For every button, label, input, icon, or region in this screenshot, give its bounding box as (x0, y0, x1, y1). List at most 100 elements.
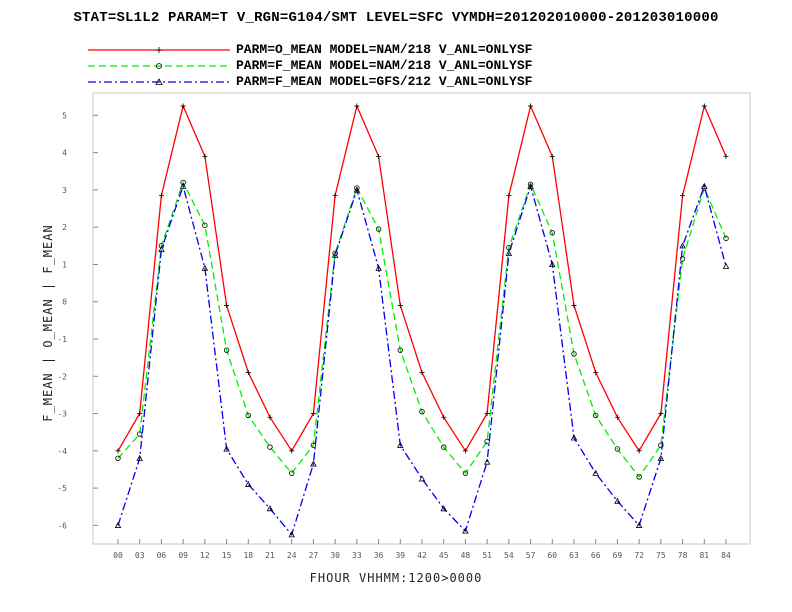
legend-label-2: PARM=F_MEAN MODEL=NAM/218 V_ANL=ONLYSF (236, 58, 533, 73)
data-point-series-3 (418, 475, 426, 482)
x-tick-label: 39 (395, 551, 405, 560)
data-point-series-1 (158, 193, 164, 198)
data-point-series-2 (245, 412, 251, 419)
y-tick-label: -4 (57, 447, 67, 456)
x-tick-label: 60 (547, 551, 557, 560)
data-point-series-1 (680, 193, 686, 198)
data-point-series-2 (419, 408, 425, 415)
x-tick-label: 72 (634, 551, 644, 560)
x-tick-label: 27 (309, 551, 319, 560)
data-point-series-1 (658, 411, 664, 417)
data-point-series-2 (397, 347, 403, 353)
data-point-series-3 (331, 251, 339, 258)
y-tick-label: -5 (57, 484, 67, 493)
data-point-series-2 (614, 446, 621, 452)
x-tick-label: 69 (613, 551, 623, 560)
data-point-series-2 (115, 455, 121, 461)
x-tick-label: 24 (287, 551, 297, 560)
data-point-series-3 (223, 445, 230, 452)
y-tick-label: -6 (57, 521, 67, 530)
data-point-series-1 (528, 103, 534, 109)
legend-swatch-2 (88, 63, 230, 69)
data-point-series-2 (180, 179, 186, 186)
data-point-series-3 (570, 434, 578, 441)
data-point-series-2 (289, 470, 295, 476)
data-point-series-3 (440, 505, 447, 512)
data-point-series-2 (137, 431, 143, 437)
data-point-series-2 (571, 351, 577, 357)
x-tick-label: 48 (461, 551, 471, 560)
data-point-series-1 (267, 414, 273, 420)
data-point-series-3 (179, 182, 187, 189)
data-point-series-3 (657, 454, 665, 461)
data-point-series-3 (375, 264, 382, 271)
x-tick-label: 30 (330, 551, 340, 560)
data-point-series-3 (288, 531, 295, 538)
y-tick-label: 1 (62, 260, 67, 269)
data-point-series-1 (462, 448, 468, 454)
y-tick-label: -2 (57, 372, 67, 381)
data-point-series-1 (506, 193, 512, 198)
data-point-series-1 (701, 103, 707, 109)
data-point-series-3 (397, 441, 404, 448)
data-point-series-1 (614, 414, 620, 420)
data-point-series-3 (462, 527, 469, 534)
data-point-series-1 (245, 370, 251, 376)
data-point-series-2 (636, 474, 642, 480)
y-tick-label: 4 (62, 149, 67, 158)
data-point-series-1 (571, 302, 577, 308)
data-point-series-1 (376, 153, 382, 159)
data-point-series-2 (202, 222, 208, 229)
data-point-series-3 (483, 458, 491, 465)
data-point-series-3 (722, 262, 730, 269)
data-point-series-3 (114, 521, 122, 528)
data-point-series-2 (375, 226, 382, 232)
y-axis: -6 -5 -4 -3 -2 -1 0 1 2 3 4 5 (57, 111, 98, 530)
data-point-series-2 (158, 243, 165, 249)
legend-entry-3: PARM=F_MEAN MODEL=GFS/212 V_ANL=ONLYSF (84, 74, 604, 90)
x-tick-label: 54 (504, 551, 514, 560)
x-tick-label: 84 (721, 551, 731, 560)
data-point-series-3 (701, 182, 708, 189)
data-point-series-1 (441, 414, 447, 420)
y-tick-label: 5 (62, 111, 67, 120)
data-point-series-1 (180, 103, 186, 109)
y-tick-label: 3 (62, 186, 67, 195)
data-point-series-1 (419, 370, 425, 376)
series-line-3 (117, 183, 727, 537)
data-point-series-2 (593, 412, 599, 419)
data-point-series-2 (310, 442, 317, 448)
data-point-series-3 (136, 454, 143, 461)
data-point-series-3 (592, 469, 599, 476)
data-point-series-2 (354, 185, 360, 191)
data-point-series-1 (636, 448, 642, 454)
x-tick-label: 18 (243, 551, 253, 560)
y-tick-label: -1 (57, 335, 67, 344)
data-point-series-2 (462, 470, 469, 476)
legend-swatch-1 (88, 47, 230, 53)
x-tick-label: 15 (222, 551, 232, 560)
legend-label-1: PARM=O_MEAN MODEL=NAM/218 V_ANL=ONLYSF (236, 42, 533, 57)
x-tick-label: 12 (200, 551, 210, 560)
x-tick-label: 33 (352, 551, 362, 560)
legend-entry-2: PARM=F_MEAN MODEL=NAM/218 V_ANL=ONLYSF (84, 58, 604, 74)
x-tick-label: 09 (178, 551, 188, 560)
legend-label-3: PARM=F_MEAN MODEL=GFS/212 V_ANL=ONLYSF (236, 74, 533, 89)
data-point-series-3 (635, 521, 643, 528)
data-point-series-1 (549, 153, 555, 159)
x-axis-title: FHOUR VHHMM:1200>0000 (310, 571, 483, 585)
series-line-2 (117, 180, 727, 479)
data-point-series-2 (332, 250, 338, 256)
data-point-series-3 (527, 182, 534, 189)
x-tick-label: 21 (265, 551, 275, 560)
data-point-series-2 (549, 230, 555, 236)
data-point-series-1 (332, 193, 338, 198)
data-point-series-2 (223, 347, 230, 353)
y-tick-label: 2 (62, 223, 67, 232)
data-point-series-3 (549, 261, 556, 268)
x-tick-label: 51 (482, 551, 492, 560)
data-point-series-2 (267, 444, 273, 450)
data-point-series-2 (527, 181, 534, 188)
x-tick-label: 66 (591, 551, 601, 560)
